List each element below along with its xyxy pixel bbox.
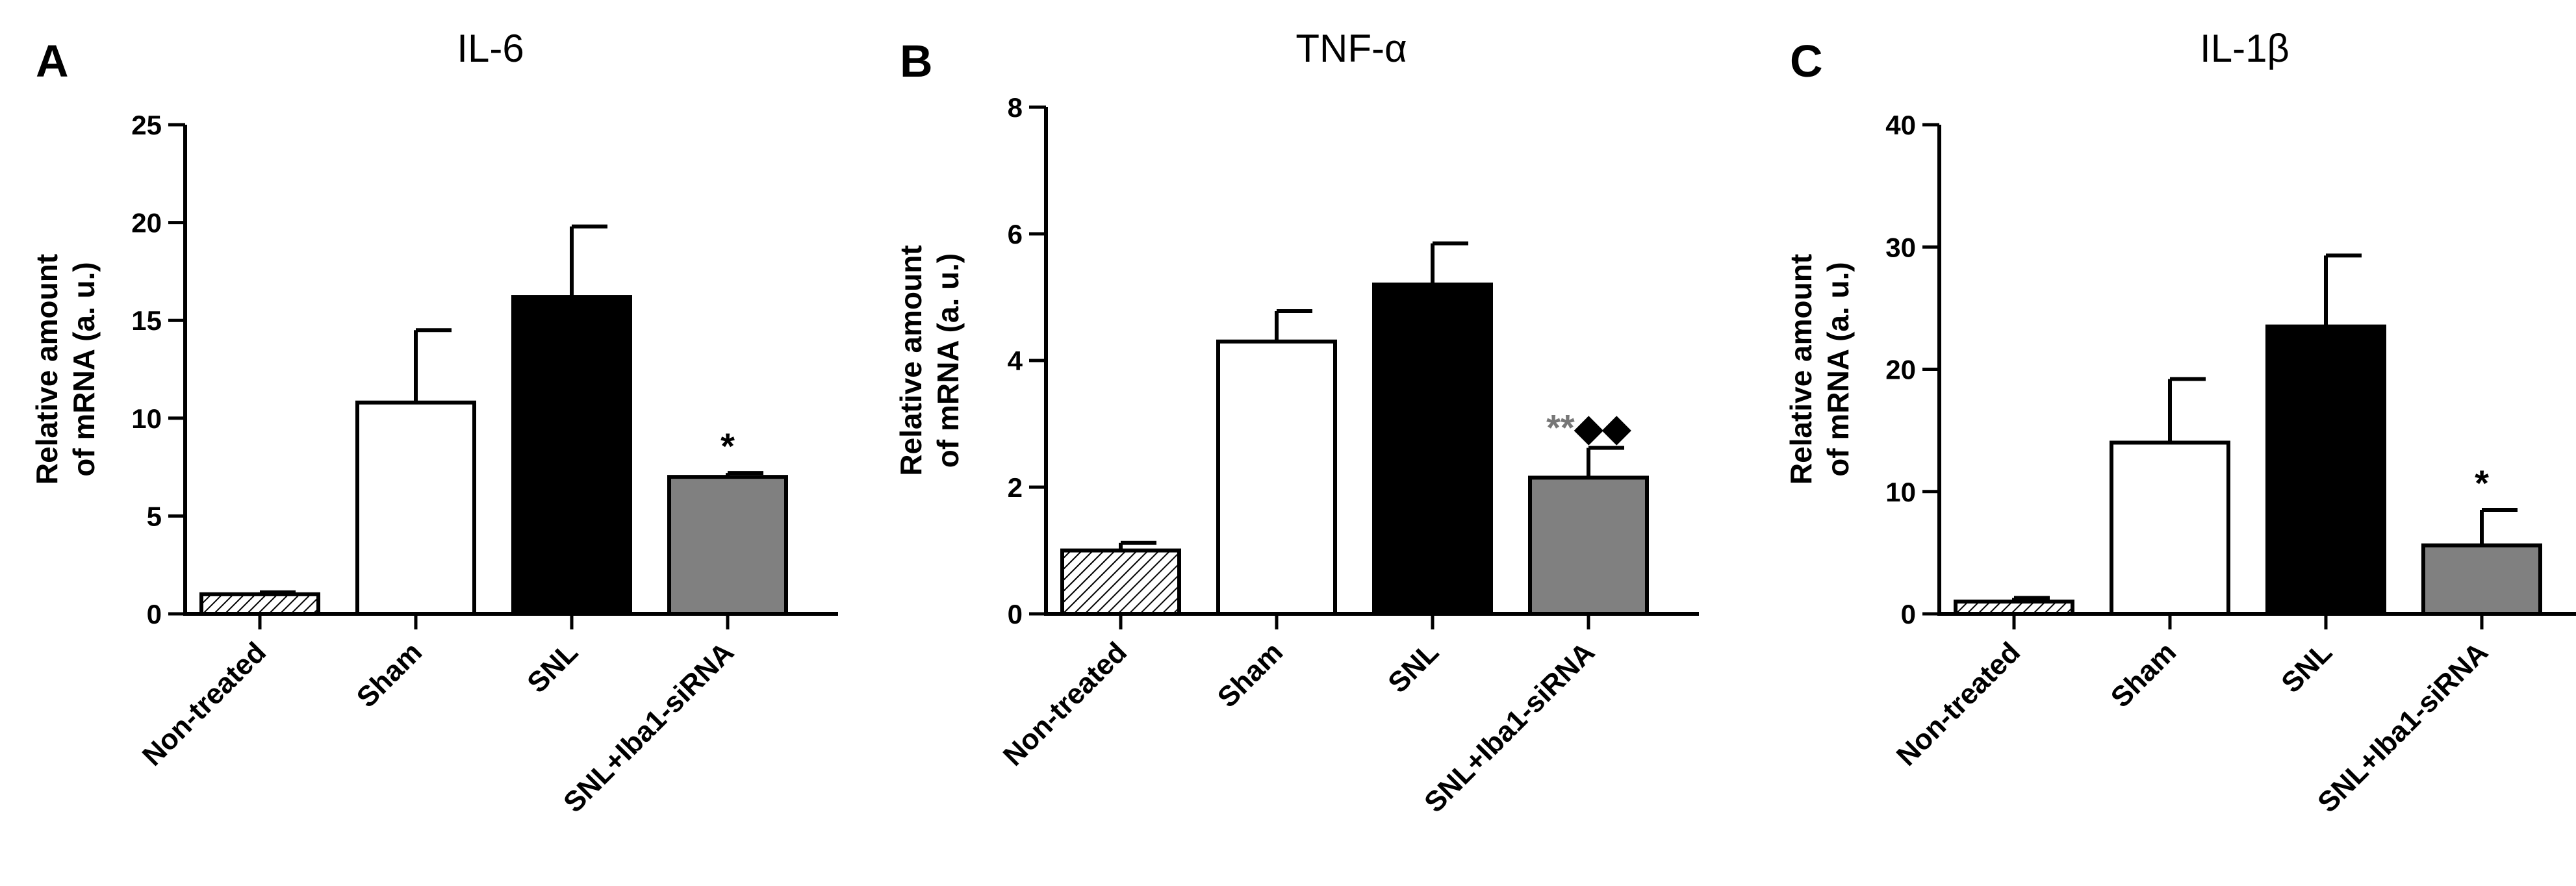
chart-panel-a: A IL-6 Relative amount of mRNA (a. u.) 0 5 10 1… bbox=[30, 27, 838, 818]
significance-marker: * bbox=[2475, 462, 2489, 503]
y-tick-label: 0 bbox=[1008, 599, 1023, 629]
y-tick-label: 2 bbox=[1008, 472, 1023, 503]
y-tick-label: 20 bbox=[131, 208, 162, 238]
significance-markers: **◆◆ bbox=[1546, 407, 1632, 448]
chart-title: TNF-α bbox=[1295, 27, 1407, 70]
y-tick-label: 40 bbox=[1885, 110, 1916, 140]
chart-panel-c: C IL-1β Relative amount of mRNA (a. u.) 0 10 2… bbox=[1784, 27, 2576, 818]
category-label: SNL bbox=[521, 636, 584, 699]
y-tick-label: 4 bbox=[1008, 346, 1023, 376]
chart-title: IL-1β bbox=[2200, 27, 2289, 70]
y-tick-label: 8 bbox=[1008, 92, 1023, 123]
significance-marker: ◆◆ bbox=[1574, 407, 1632, 448]
category-label: Non-treated bbox=[136, 636, 272, 772]
chart-title: IL-6 bbox=[457, 27, 524, 70]
significance-marker: * bbox=[721, 425, 735, 466]
y-tick-label: 20 bbox=[1885, 355, 1916, 385]
category-label: Non-treated bbox=[997, 636, 1133, 772]
category-label: Sham bbox=[351, 636, 428, 713]
y-tick-label: 6 bbox=[1008, 219, 1023, 249]
bar-sham bbox=[1216, 339, 1337, 616]
panel-letter: C bbox=[1790, 36, 1823, 86]
y-tick-label: 25 bbox=[131, 110, 162, 140]
chart-panel-b: B TNF-α Relative amount of mRNA (a. u.) 0 2 4 6… bbox=[894, 27, 1699, 818]
significance-marker: ** bbox=[1546, 407, 1575, 448]
bar-sham bbox=[355, 400, 476, 616]
category-label: SNL bbox=[2275, 636, 2338, 699]
category-label: Sham bbox=[1212, 636, 1289, 713]
y-axis-label-line1: Relative amount bbox=[30, 254, 64, 485]
category-label: Sham bbox=[2105, 636, 2182, 713]
panel-letter: B bbox=[900, 36, 933, 86]
y-tick-label: 15 bbox=[131, 305, 162, 336]
y-tick-label: 30 bbox=[1885, 232, 1916, 262]
y-tick-label: 0 bbox=[147, 599, 162, 629]
y-tick-label: 0 bbox=[1901, 599, 1916, 629]
bar-snl bbox=[511, 295, 632, 616]
bar-non-treated bbox=[1060, 548, 1181, 616]
bar-non-treated bbox=[1954, 600, 2074, 616]
y-tick-label: 5 bbox=[147, 501, 162, 531]
y-axis-label-line1: Relative amount bbox=[1784, 254, 1818, 485]
category-label: SNL bbox=[1382, 636, 1445, 699]
y-tick-label: 10 bbox=[131, 403, 162, 434]
category-label: SNL+Iba1-siRNA bbox=[2312, 636, 2494, 818]
bar-snl-iba1-sirna bbox=[667, 475, 788, 616]
bar-snl bbox=[1372, 283, 1493, 616]
bar-sham bbox=[2110, 440, 2230, 616]
category-label: SNL+Iba1-siRNA bbox=[1418, 636, 1601, 818]
bar-snl bbox=[2265, 324, 2386, 616]
bar-non-treated bbox=[199, 592, 320, 616]
y-axis-label-line2: of mRNA (a. u.) bbox=[67, 262, 101, 477]
bar-snl-iba1-sirna bbox=[2421, 543, 2542, 616]
category-label: SNL+Iba1-siRNA bbox=[557, 636, 740, 818]
panel-letter: A bbox=[36, 36, 69, 86]
y-axis-label-line1: Relative amount bbox=[894, 245, 928, 475]
y-axis-label-line2: of mRNA (a. u.) bbox=[931, 253, 965, 468]
bar-snl-iba1-sirna bbox=[1528, 475, 1649, 616]
y-axis-label-line2: of mRNA (a. u.) bbox=[1821, 262, 1855, 477]
y-tick-label: 10 bbox=[1885, 477, 1916, 507]
category-label: Non-treated bbox=[1891, 636, 2026, 772]
